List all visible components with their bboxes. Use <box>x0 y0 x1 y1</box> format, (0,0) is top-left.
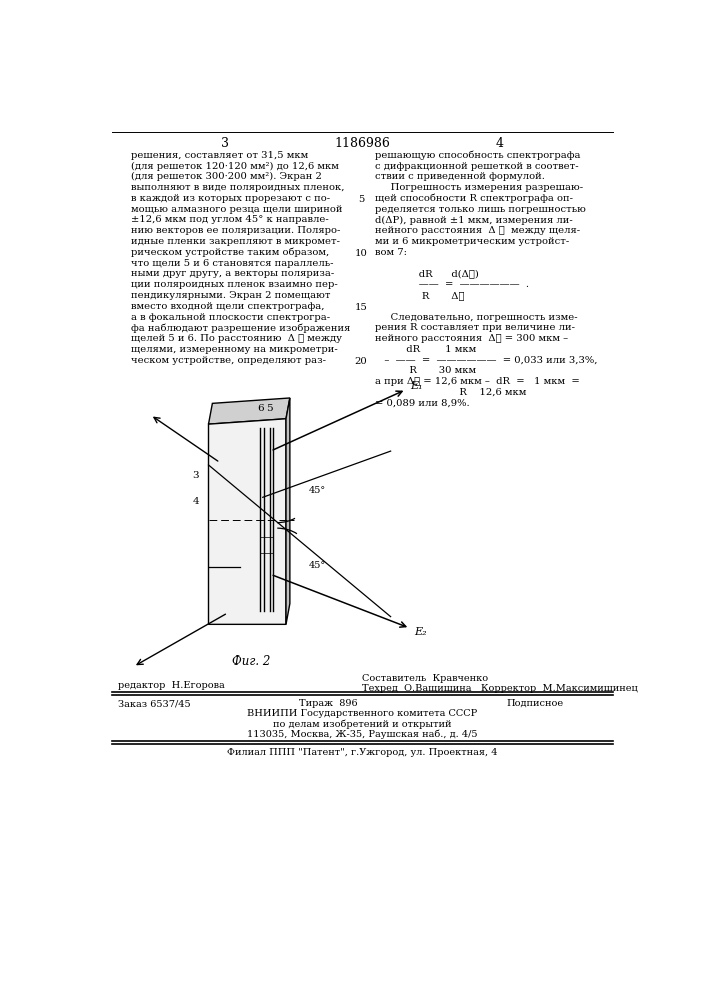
Text: ределяется только лишь погрешностью: ределяется только лишь погрешностью <box>375 205 586 214</box>
Text: щелей 5 и 6. По расстоянию  Δ ℓ между: щелей 5 и 6. По расстоянию Δ ℓ между <box>131 334 342 343</box>
Text: R    12,6 мкм: R 12,6 мкм <box>375 388 527 397</box>
Text: мощью алмазного резца щели шириной: мощью алмазного резца щели шириной <box>131 205 342 214</box>
Text: Следовательно, погрешность изме-: Следовательно, погрешность изме- <box>375 312 578 322</box>
Text: а в фокальной плоскости спектрогра-: а в фокальной плоскости спектрогра- <box>131 312 330 322</box>
Text: R       30 мкм: R 30 мкм <box>375 366 477 375</box>
Text: = 0,089 или 8,9%.: = 0,089 или 8,9%. <box>375 399 469 408</box>
Text: щелями, измеренному на микрометри-: щелями, измеренному на микрометри- <box>131 345 338 354</box>
Text: вместо входной щели спектрографа,: вместо входной щели спектрографа, <box>131 302 325 311</box>
Text: в каждой из которых прорезают с по-: в каждой из которых прорезают с по- <box>131 194 330 203</box>
Text: 15: 15 <box>355 303 368 312</box>
Text: 5: 5 <box>358 195 364 204</box>
Text: ции поляроидных пленок взаимно пер-: ции поляроидных пленок взаимно пер- <box>131 280 338 289</box>
Text: что щели 5 и 6 становятся параллель-: что щели 5 и 6 становятся параллель- <box>131 259 334 268</box>
Text: Техред  О.Ващишина   Корректор  М.Максимишинец: Техред О.Ващишина Корректор М.Максимишин… <box>362 684 638 693</box>
Text: щей способности R спектрографа оп-: щей способности R спектрографа оп- <box>375 194 573 203</box>
Text: dR        1 мкм: dR 1 мкм <box>375 345 477 354</box>
Text: Филиал ППП "Патент", г.Ужгород, ул. Проектная, 4: Филиал ППП "Патент", г.Ужгород, ул. Прое… <box>227 748 497 757</box>
Text: dR      d(Δℓ): dR d(Δℓ) <box>375 269 479 278</box>
Text: ——  =  ——————  .: —— = —————— . <box>375 280 529 289</box>
Text: нейного расстояния  Δ ℓ  между щеля-: нейного расстояния Δ ℓ между щеля- <box>375 226 580 235</box>
Text: ческом устройстве, определяют раз-: ческом устройстве, определяют раз- <box>131 356 326 365</box>
Text: 45°: 45° <box>308 486 326 495</box>
Text: 6: 6 <box>257 404 264 413</box>
Polygon shape <box>209 398 290 424</box>
Text: Фиг. 2: Фиг. 2 <box>232 655 270 668</box>
Text: 20: 20 <box>355 357 368 366</box>
Text: по делам изобретений и открытий: по делам изобретений и открытий <box>273 719 451 729</box>
Text: рения R составляет при величине ли-: рения R составляет при величине ли- <box>375 323 575 332</box>
Text: нейного расстояния  Δℓ = 300 мкм –: нейного расстояния Δℓ = 300 мкм – <box>375 334 568 343</box>
Text: (для решеток 120·120 мм²) до 12,6 мкм: (для решеток 120·120 мм²) до 12,6 мкм <box>131 162 339 171</box>
Text: с дифракционной решеткой в соответ-: с дифракционной решеткой в соответ- <box>375 162 579 171</box>
Text: решения, составляет от 31,5 мкм: решения, составляет от 31,5 мкм <box>131 151 308 160</box>
Text: 113035, Москва, Ж-35, Раушская наб., д. 4/5: 113035, Москва, Ж-35, Раушская наб., д. … <box>247 729 477 739</box>
Text: 3: 3 <box>221 137 229 150</box>
Text: решающую способность спектрографа: решающую способность спектрографа <box>375 151 580 160</box>
Text: ВНИИПИ Государственного комитета СССР: ВНИИПИ Государственного комитета СССР <box>247 709 477 718</box>
Text: E₂: E₂ <box>414 627 426 637</box>
Text: Тираж  896: Тираж 896 <box>299 699 358 708</box>
Text: рическом устройстве таким образом,: рическом устройстве таким образом, <box>131 248 329 257</box>
Text: пендикулярными. Экран 2 помещают: пендикулярными. Экран 2 помещают <box>131 291 330 300</box>
Text: ствии с приведенной формулой.: ствии с приведенной формулой. <box>375 172 545 181</box>
Text: –  ——  =  ——————  = 0,033 или 3,3%,: – —— = —————— = 0,033 или 3,3%, <box>375 356 597 365</box>
Text: ±12,6 мкм под углом 45° к направле-: ±12,6 мкм под углом 45° к направле- <box>131 215 329 224</box>
Text: вом 7:: вом 7: <box>375 248 407 257</box>
Text: E₁: E₁ <box>410 381 423 391</box>
Text: Погрешность измерения разрешаю-: Погрешность измерения разрешаю- <box>375 183 583 192</box>
Text: 3: 3 <box>192 471 199 480</box>
Text: нию векторов ее поляризации. Поляро-: нию векторов ее поляризации. Поляро- <box>131 226 340 235</box>
Polygon shape <box>286 398 290 624</box>
Text: Подписное: Подписное <box>507 699 564 708</box>
Text: 5: 5 <box>267 404 273 413</box>
Text: ными друг другу, а векторы поляриза-: ными друг другу, а векторы поляриза- <box>131 269 334 278</box>
Text: (для решеток 300·200 мм²). Экран 2: (для решеток 300·200 мм²). Экран 2 <box>131 172 322 181</box>
Text: ми и 6 микрометрическим устройст-: ми и 6 микрометрическим устройст- <box>375 237 569 246</box>
Text: выполняют в виде поляроидных пленок,: выполняют в виде поляроидных пленок, <box>131 183 344 192</box>
Text: Заказ 6537/45: Заказ 6537/45 <box>118 699 190 708</box>
Text: а при Δℓ = 12,6 мкм –  dR  =   1 мкм  =: а при Δℓ = 12,6 мкм – dR = 1 мкм = <box>375 377 580 386</box>
Text: фа наблюдают разрешение изображения: фа наблюдают разрешение изображения <box>131 323 351 333</box>
Text: редактор  Н.Егорова: редактор Н.Егорова <box>118 681 225 690</box>
Text: 4: 4 <box>192 497 199 506</box>
Text: идные пленки закрепляют в микромет-: идные пленки закрепляют в микромет- <box>131 237 340 246</box>
Text: d(ΔP), равной ±1 мкм, измерения ли-: d(ΔP), равной ±1 мкм, измерения ли- <box>375 215 573 225</box>
Text: R       Δℓ: R Δℓ <box>375 291 464 300</box>
Text: 4: 4 <box>495 137 503 150</box>
Text: 45°: 45° <box>308 561 326 570</box>
Text: 1186986: 1186986 <box>334 137 390 150</box>
Polygon shape <box>209 419 286 624</box>
Text: 10: 10 <box>355 249 368 258</box>
Text: Составитель  Кравченко: Составитель Кравченко <box>362 674 488 683</box>
